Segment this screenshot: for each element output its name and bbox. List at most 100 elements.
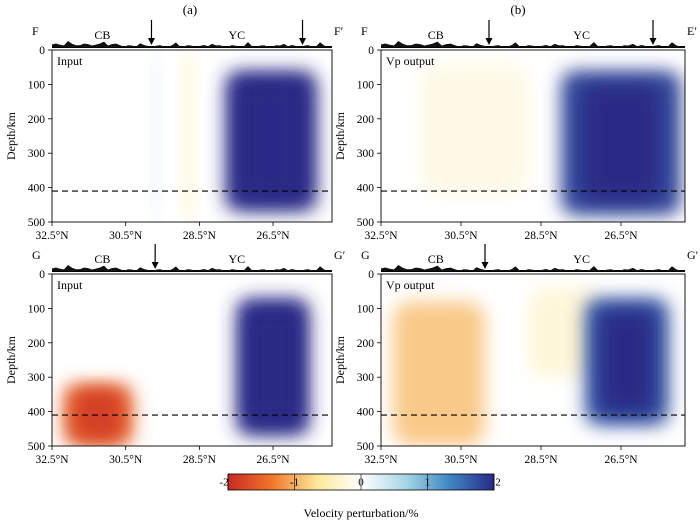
anomaly-block <box>421 63 529 195</box>
region-label-cb: CB <box>428 252 444 266</box>
region-label-yc: YC <box>228 28 245 42</box>
chart-a-top: 0 100 200 300 400 500 Depth/km 32.5°N 30.5°N 28.5… <box>4 20 344 242</box>
x-tick-label: 30.5°N <box>444 454 478 466</box>
y-tick-label: 0 <box>39 45 45 57</box>
y-tick-label: 100 <box>28 303 46 315</box>
y-tick-label: 200 <box>357 338 375 350</box>
plot-frame <box>380 49 686 223</box>
boundary-arrow-head <box>481 262 489 269</box>
boundary-arrow-head <box>147 38 155 45</box>
y-tick-label: 100 <box>357 79 375 91</box>
x-tick-label: 30.5°N <box>109 230 143 242</box>
x-tick-label: 28.5°N <box>524 454 558 466</box>
region-label-yc: YC <box>573 252 590 266</box>
colorbar-tick-label: -1 <box>290 477 299 489</box>
anomaly-core <box>600 310 654 413</box>
x-tick-label: 28.5°N <box>183 230 217 242</box>
y-axis-label: Depth/km <box>333 111 347 160</box>
region-label-cb: CB <box>94 252 110 266</box>
section-end-label: G′ <box>334 248 346 262</box>
anomaly-core <box>241 84 301 198</box>
y-tick-label: 500 <box>28 217 46 229</box>
region-label-yc: YC <box>228 252 245 266</box>
plot-frame <box>51 273 333 447</box>
region-label-yc: YC <box>573 28 590 42</box>
region-label-cb: CB <box>428 28 444 42</box>
panel-type-label: Input <box>57 54 83 68</box>
y-tick-label: 0 <box>39 269 45 281</box>
y-tick-label: 200 <box>357 114 375 126</box>
y-tick-label: 400 <box>28 183 46 195</box>
y-tick-label: 500 <box>357 217 375 229</box>
chart-b-bottom: 0 100 200 300 400 500 Depth/km 32.5°N 30.5°N 28.5… <box>333 244 699 466</box>
panel-type-label: Input <box>57 278 83 292</box>
y-tick-label: 300 <box>357 148 375 160</box>
x-tick-label: 30.5°N <box>444 230 478 242</box>
anomaly-block <box>180 50 196 222</box>
x-tick-label: 28.5°N <box>183 454 217 466</box>
anomaly-core <box>249 311 297 422</box>
anomaly-block <box>393 301 485 446</box>
section-end-label: F′ <box>334 24 344 38</box>
boundary-arrow-head <box>485 38 493 45</box>
y-tick-label: 0 <box>368 45 374 57</box>
colorbar-tick-label: 1 <box>425 477 431 489</box>
boundary-arrow-head <box>299 38 307 45</box>
y-tick-label: 300 <box>28 148 46 160</box>
y-tick-label: 400 <box>357 183 375 195</box>
chart-b-top: 0 100 200 300 400 500 Depth/km 32.5°N 30.5°N 28.5… <box>333 20 697 242</box>
section-start-label: G <box>32 248 41 262</box>
colorbar-tick-label: 0 <box>358 477 364 489</box>
y-tick-label: 500 <box>357 441 375 453</box>
topography-profile <box>52 41 332 47</box>
y-tick-label: 300 <box>28 372 46 384</box>
panel-type-label: Vp output <box>386 54 435 68</box>
y-tick-label: 300 <box>357 372 375 384</box>
x-tick-label: 28.5°N <box>524 230 558 242</box>
x-tick-label: 26.5°N <box>257 230 291 242</box>
heatmap-field <box>381 274 685 446</box>
section-start-label: F <box>361 24 368 38</box>
x-tick-label: 30.5°N <box>109 454 143 466</box>
anomaly-block <box>151 50 161 222</box>
x-tick-label: 32.5°N <box>35 230 69 242</box>
y-tick-label: 200 <box>28 338 46 350</box>
chart-a-bottom: 0 100 200 300 400 500 Depth/km 32.5°N 30.5°N 28.5… <box>4 244 346 466</box>
x-tick-label: 26.5°N <box>257 454 291 466</box>
x-tick-label: 26.5°N <box>604 230 638 242</box>
y-axis-label: Depth/km <box>4 111 18 160</box>
x-tick-label: 26.5°N <box>604 454 638 466</box>
anomaly-block <box>529 287 601 378</box>
region-label-cb: CB <box>94 28 110 42</box>
y-axis-label: Depth/km <box>333 335 347 384</box>
section-end-label: G′ <box>687 248 699 262</box>
x-tick-label: 32.5°N <box>364 454 398 466</box>
plot-frame <box>380 273 686 447</box>
topography-profile <box>381 265 685 271</box>
boundary-arrow-head <box>151 262 159 269</box>
section-end-label: E′ <box>687 24 697 38</box>
colorbar-tick-label: -2 <box>219 477 228 489</box>
boundary-arrow-head <box>649 38 657 45</box>
topography-profile <box>381 41 685 47</box>
anomaly-core <box>75 390 121 440</box>
x-tick-label: 32.5°N <box>35 454 69 466</box>
panel-type-label: Vp output <box>386 278 435 292</box>
y-tick-label: 200 <box>28 114 46 126</box>
anomaly-core <box>582 85 660 201</box>
section-start-label: F <box>32 24 39 38</box>
colorbar-tick-label: 2 <box>495 477 501 489</box>
panel-b-label: (b) <box>510 2 525 17</box>
y-tick-label: 400 <box>28 407 46 419</box>
colorbar: -2 -1 0 1 2 Velocity perturbation/% <box>219 473 501 520</box>
panel-a-label: (a) <box>183 2 197 17</box>
y-axis-label: Depth/km <box>4 335 18 384</box>
x-tick-label: 32.5°N <box>364 230 398 242</box>
y-tick-label: 500 <box>28 441 46 453</box>
section-start-label: G <box>361 248 370 262</box>
y-tick-label: 0 <box>368 269 374 281</box>
topography-profile <box>52 265 332 271</box>
y-tick-label: 400 <box>357 407 375 419</box>
heatmap-field <box>52 50 332 222</box>
